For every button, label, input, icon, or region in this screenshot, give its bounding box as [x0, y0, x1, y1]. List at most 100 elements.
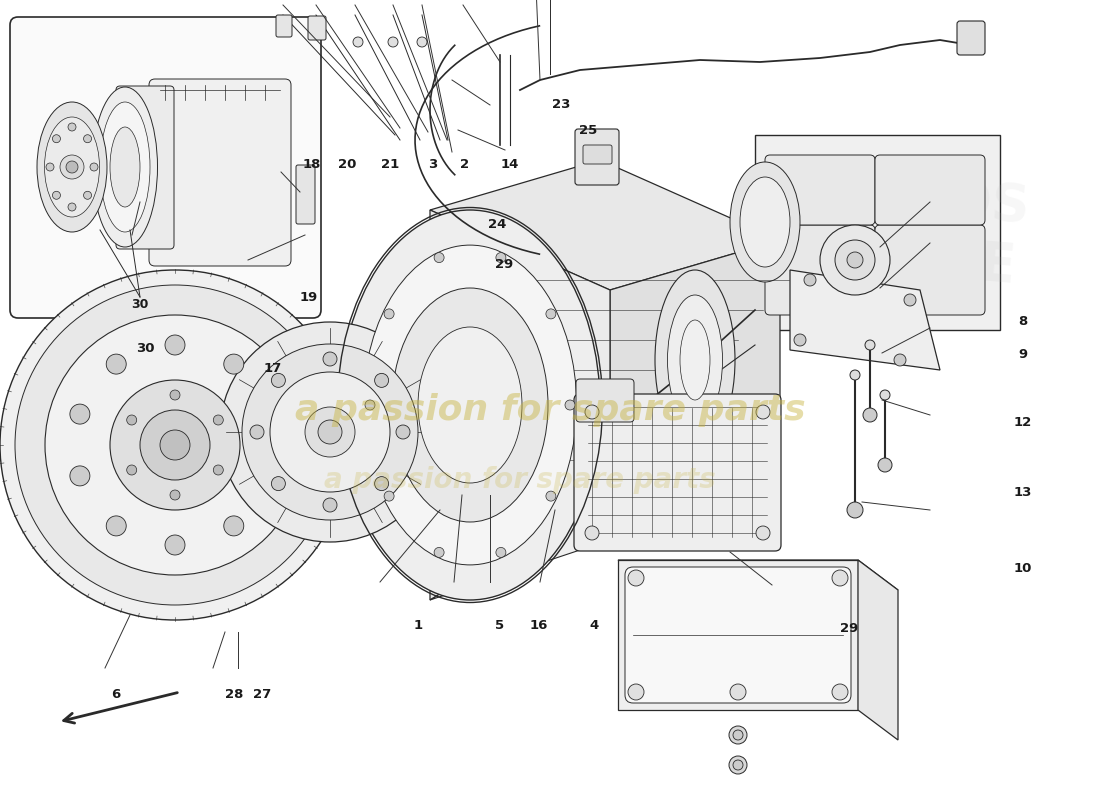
Circle shape [305, 407, 355, 457]
Circle shape [820, 225, 890, 295]
Polygon shape [858, 560, 898, 740]
Ellipse shape [418, 327, 522, 483]
Circle shape [260, 466, 280, 486]
Text: 13: 13 [1014, 486, 1032, 498]
Circle shape [165, 535, 185, 555]
Circle shape [878, 458, 892, 472]
Circle shape [223, 516, 244, 536]
Circle shape [260, 404, 280, 424]
Circle shape [894, 354, 906, 366]
Circle shape [66, 161, 78, 173]
Circle shape [733, 730, 742, 740]
Text: 10: 10 [1014, 562, 1032, 574]
Ellipse shape [92, 87, 157, 247]
Circle shape [730, 684, 746, 700]
Text: a passion for spare parts: a passion for spare parts [295, 393, 805, 427]
Text: 9: 9 [1019, 348, 1027, 361]
Circle shape [165, 335, 185, 355]
Circle shape [126, 415, 136, 425]
FancyBboxPatch shape [296, 165, 315, 224]
FancyBboxPatch shape [764, 225, 875, 315]
Circle shape [53, 191, 60, 199]
FancyBboxPatch shape [116, 86, 174, 249]
Circle shape [880, 390, 890, 400]
Circle shape [68, 203, 76, 211]
Circle shape [160, 430, 190, 460]
Circle shape [365, 400, 375, 410]
FancyBboxPatch shape [148, 79, 292, 266]
Text: LUTOS
SINCE: LUTOS SINCE [828, 166, 1032, 294]
Circle shape [250, 425, 264, 439]
Circle shape [375, 374, 388, 387]
Text: 18: 18 [302, 158, 320, 170]
Circle shape [140, 410, 210, 480]
Circle shape [384, 309, 394, 319]
Text: 1: 1 [414, 619, 422, 632]
Circle shape [60, 155, 84, 179]
Text: 24: 24 [488, 218, 506, 230]
Text: 29: 29 [495, 258, 513, 270]
Circle shape [272, 477, 285, 490]
Polygon shape [618, 560, 898, 590]
Circle shape [847, 502, 864, 518]
Circle shape [220, 322, 440, 542]
Circle shape [170, 390, 180, 400]
Text: 8: 8 [1019, 315, 1027, 328]
Polygon shape [430, 440, 780, 600]
Text: 17: 17 [264, 362, 282, 374]
Circle shape [323, 498, 337, 512]
FancyBboxPatch shape [276, 15, 292, 37]
Text: 2: 2 [460, 158, 469, 170]
Ellipse shape [730, 162, 800, 282]
Circle shape [496, 253, 506, 262]
Circle shape [107, 354, 126, 374]
Circle shape [15, 285, 335, 605]
Circle shape [733, 760, 742, 770]
Circle shape [0, 270, 350, 620]
Circle shape [375, 477, 388, 490]
FancyBboxPatch shape [874, 155, 984, 225]
Circle shape [756, 526, 770, 540]
Circle shape [434, 547, 444, 558]
Circle shape [318, 420, 342, 444]
Polygon shape [610, 240, 780, 490]
Polygon shape [430, 210, 610, 600]
Ellipse shape [110, 127, 140, 207]
Text: 29: 29 [840, 622, 858, 634]
Ellipse shape [654, 270, 735, 450]
Circle shape [213, 465, 223, 475]
Ellipse shape [37, 102, 107, 232]
Circle shape [384, 491, 394, 501]
FancyBboxPatch shape [764, 155, 875, 225]
Polygon shape [430, 160, 780, 290]
Circle shape [756, 405, 770, 419]
Circle shape [107, 516, 126, 536]
Circle shape [223, 354, 244, 374]
Polygon shape [618, 560, 858, 710]
Circle shape [242, 344, 418, 520]
Circle shape [388, 37, 398, 47]
Polygon shape [755, 135, 1000, 330]
Circle shape [904, 294, 916, 306]
Ellipse shape [740, 177, 790, 267]
FancyBboxPatch shape [583, 145, 612, 164]
Circle shape [434, 253, 444, 262]
Circle shape [565, 400, 575, 410]
FancyBboxPatch shape [874, 225, 984, 315]
Circle shape [850, 370, 860, 380]
Text: a passion for spare parts: a passion for spare parts [324, 466, 716, 494]
Circle shape [84, 191, 91, 199]
FancyBboxPatch shape [308, 16, 326, 40]
Circle shape [585, 526, 600, 540]
Circle shape [70, 404, 90, 424]
Circle shape [170, 490, 180, 500]
FancyBboxPatch shape [575, 129, 619, 185]
Text: 30: 30 [131, 298, 149, 311]
Circle shape [396, 425, 410, 439]
Text: 27: 27 [253, 688, 271, 701]
FancyBboxPatch shape [10, 17, 321, 318]
Ellipse shape [668, 295, 723, 425]
Circle shape [832, 570, 848, 586]
Ellipse shape [44, 117, 99, 217]
FancyBboxPatch shape [576, 379, 634, 422]
